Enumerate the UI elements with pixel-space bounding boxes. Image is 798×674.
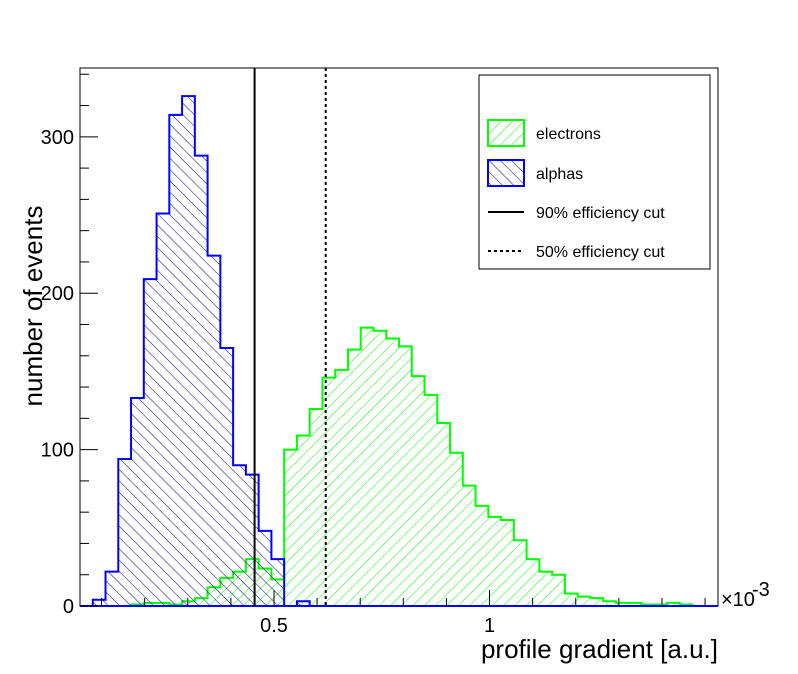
y-tick-label: 200 [41,283,74,305]
x-axis-multiplier: ×10 [721,589,755,611]
x-axis-multiplier-exponent: -3 [752,579,770,601]
x-axis-title: profile gradient [a.u.] [481,634,718,664]
histogram-layer [80,95,718,607]
legend-swatch-alphas [487,159,525,187]
y-tick-label: 100 [41,440,74,462]
legend-swatch-electrons [487,119,525,147]
legend-label-90-efficiency-cut: 90% efficiency cut [536,205,665,222]
x-tick-label: 0.5 [260,615,288,637]
alphas-histogram-outline [80,95,718,607]
legend-label-50-efficiency-cut: 50% efficiency cut [536,244,665,261]
y-axis-title: number of events [18,206,48,407]
x-tick-label: 1 [484,615,495,637]
y-tick-label: 0 [63,596,74,618]
alphas-series [80,95,718,607]
cut-lines-layer [253,68,327,606]
y-tick-label: 300 [41,127,74,149]
legend-label-alphas: alphas [536,166,583,183]
legend-label-electrons: electrons [536,126,601,143]
axes-layer: 0 100 200 300 0.5 1 [41,73,706,637]
legend: electrons alphas 90% efficiency cut 50% eff… [478,74,711,270]
